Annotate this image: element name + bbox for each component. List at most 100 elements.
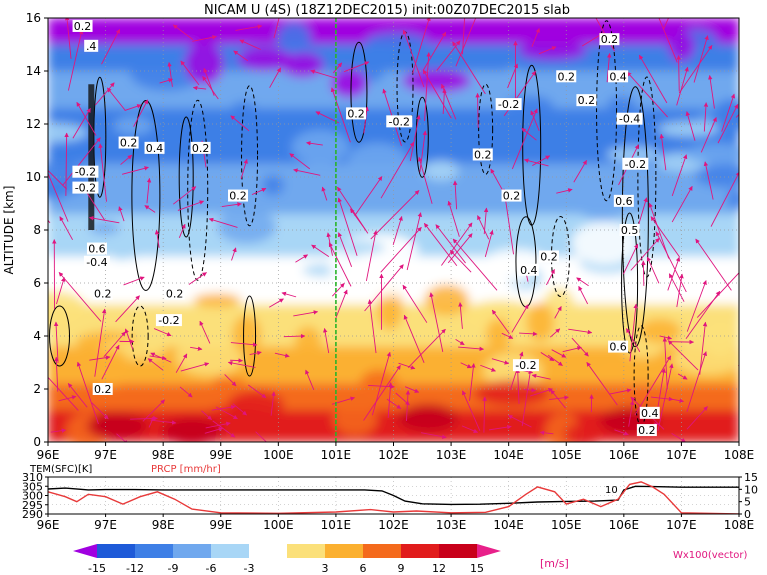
x-tick-label: 103E: [436, 448, 467, 462]
x-tick-label: 104E: [493, 448, 524, 462]
surface-x-tick-label: 98E: [152, 518, 175, 532]
contour-label: -0.2: [75, 182, 96, 195]
colorbar-label: -6: [206, 562, 217, 575]
contour-label-bg: [386, 115, 413, 128]
colorbar-label: 15: [470, 562, 484, 575]
contour-label-bg: [599, 33, 620, 46]
right-axis-label: PRCP [mm/hr]: [151, 464, 221, 475]
y-tick-label: 10: [26, 170, 41, 184]
x-tick-label: 97E: [94, 448, 117, 462]
y-axis-label: ALTITUDE [km]: [2, 186, 16, 275]
contour-label-bg: [190, 141, 211, 154]
y-tick-label: 2: [33, 382, 41, 396]
surface-x-tick-label: 106E: [609, 518, 640, 532]
contour-label-bg: [608, 70, 629, 83]
contour-label-bg: [636, 424, 657, 437]
contour-label-bg: [86, 242, 107, 255]
contour-label: 0.2: [166, 288, 184, 301]
contour-label: 0.2: [192, 142, 210, 155]
y-tick-label: 14: [26, 64, 41, 78]
contour-label: 0.2: [229, 190, 247, 203]
contour-label-bg: [556, 70, 577, 83]
x-tick-label: 108E: [724, 448, 755, 462]
contour-label: -0.2: [498, 98, 519, 111]
contour-label: 0.2: [347, 107, 365, 120]
contour-label: 0.2: [601, 33, 619, 46]
contour-label-bg: [155, 314, 182, 327]
colorbar-swatch: [325, 544, 363, 558]
contour-label: 0.5: [621, 224, 639, 237]
contour-label: 0.2: [94, 288, 112, 301]
colorbar-swatch: [173, 544, 211, 558]
contour-label: -0.4: [86, 256, 107, 269]
contour-label: 0.2: [503, 190, 521, 203]
wind-vectors: [48, 18, 739, 442]
surface-x-tick-label: 101E: [321, 518, 352, 532]
colorbar-swatch: [211, 544, 249, 558]
surface-x-ticks: 96E 97E 98E 99E 100E 101E 102E 103E 104E 105E 106E…: [37, 514, 755, 532]
surface-x-tick-label: 107E: [666, 518, 697, 532]
colorbar-label: -12: [126, 562, 144, 575]
colorbar-label: -9: [168, 562, 179, 575]
precip-tick-label: 15: [744, 471, 758, 484]
x-tick-label: 102E: [378, 448, 409, 462]
contour-label-bg: [144, 141, 165, 154]
surface-x-tick-label: 102E: [378, 518, 409, 532]
contour-label-bg: [346, 107, 367, 120]
y-tick-label: 8: [33, 223, 41, 237]
contour-label-bg: [622, 157, 649, 170]
contour-label-bg: [72, 165, 99, 178]
surface-x-tick-label: 96E: [37, 518, 60, 532]
surface-x-tick-label: 108E: [724, 518, 755, 532]
colorbar-swatch: [249, 544, 287, 558]
contour-label-bg: [83, 255, 110, 268]
contour-label: 0.2: [540, 251, 558, 264]
y-axis-ticks: 0 2 4 6 8 10 12 14 16: [26, 11, 48, 449]
contour-label: -0.2: [158, 314, 179, 327]
main-plot: 0.2.40.2 0.4 0.2-0.2-0.20.6-0.40.2 0.2-0.20…: [2, 11, 755, 462]
contour-label-bg: [118, 136, 139, 149]
x-tick-label: 105E: [551, 448, 582, 462]
contour-label: -0.2: [625, 158, 646, 171]
contour-label-bg: [616, 112, 643, 125]
precip-tick-label: 10: [744, 483, 758, 496]
precip-tick-label: 5: [744, 496, 751, 509]
temperature-tick-label: 300: [22, 490, 43, 503]
x-tick-label: 101E: [321, 448, 352, 462]
contour-label-bg: [228, 189, 249, 202]
contour-label-bg: [472, 148, 493, 161]
contour-label: 0.6: [615, 195, 633, 208]
contour-label-bg: [92, 287, 113, 300]
contour-label-bg: [84, 39, 99, 52]
colorbar-label: -3: [244, 562, 255, 575]
contour-label: -0.2: [389, 115, 410, 128]
contour-label: 0.2: [74, 20, 92, 33]
colorbar: -15 -12 -9 -6 -3 3 6 9 12 15: [73, 544, 501, 575]
colorbar-label: 6: [360, 562, 367, 575]
contour-label: 0.4: [146, 142, 164, 155]
colorbar-swatch: [135, 544, 173, 558]
surface-x-tick-label: 99E: [209, 518, 232, 532]
contour-label-bg: [72, 181, 99, 194]
contour-label: 0.2: [558, 70, 576, 83]
temperature-tick-label: 310: [22, 471, 43, 484]
precip-tick-label: 0: [744, 508, 751, 521]
contour-label-bg: [501, 189, 522, 202]
colorbar-label: -15: [88, 562, 106, 575]
y-tick-label: 6: [33, 276, 41, 290]
contour-label: 0.2: [474, 148, 492, 161]
y-tick-label: 12: [26, 117, 41, 131]
colorbar-left-arrow: [73, 544, 97, 558]
vector-legend: Wx100(vector): [673, 550, 748, 561]
colorbar-swatch: [401, 544, 439, 558]
x-tick-label: 106E: [609, 448, 640, 462]
colorbar-label: 12: [432, 562, 446, 575]
contour-label-bg: [608, 340, 629, 353]
chart-title: NICAM U (4S) (18Z12DEC2015) init:00Z07DE…: [204, 3, 570, 18]
contour-label: 0.6: [609, 341, 627, 354]
temperature-tick-label: 290: [22, 508, 43, 521]
colorbar-label: 9: [398, 562, 405, 575]
left-axis-label: TEM(SFC)[K]: [29, 464, 92, 475]
